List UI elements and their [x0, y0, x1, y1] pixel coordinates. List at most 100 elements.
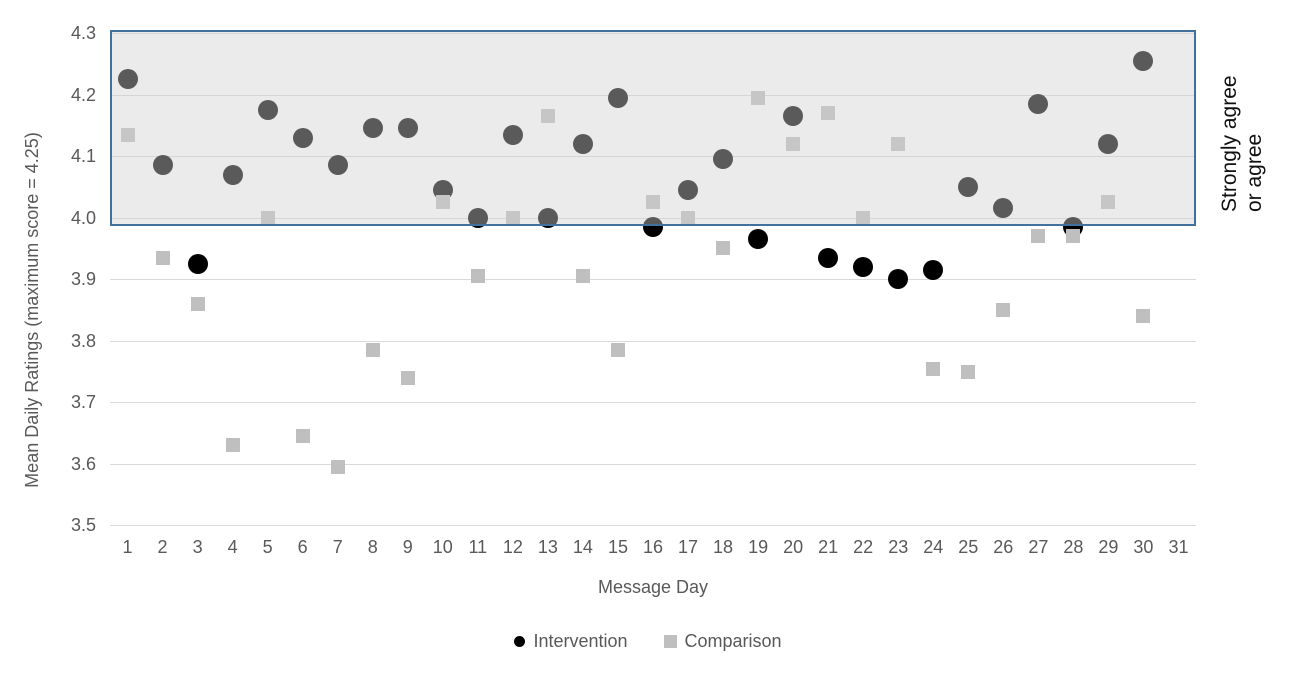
- data-point-comparison-day-26: [996, 303, 1011, 318]
- x-tick-label: 24: [923, 537, 944, 557]
- data-point-intervention-day-22: [853, 256, 874, 277]
- x-tick-label: 15: [607, 537, 628, 557]
- data-point-intervention-day-26: [993, 198, 1014, 219]
- gridline: [110, 402, 1196, 404]
- y-tick-label: 3.9: [70, 269, 96, 290]
- data-point-comparison-day-8: [365, 343, 380, 358]
- data-point-comparison-day-27: [1031, 229, 1046, 244]
- x-tick-label: 3: [192, 537, 203, 557]
- data-point-comparison-day-7: [330, 459, 345, 474]
- x-tick-label: 11: [468, 537, 488, 557]
- gridline: [110, 463, 1196, 465]
- data-point-intervention-day-4: [222, 164, 243, 185]
- legend: Intervention Comparison: [0, 631, 1296, 652]
- x-tick-label: 14: [572, 537, 593, 557]
- data-point-intervention-day-20: [783, 106, 804, 127]
- data-point-intervention-day-29: [1098, 133, 1119, 154]
- x-tick-label: 28: [1063, 537, 1084, 557]
- gridline: [110, 33, 1196, 34]
- data-point-comparison-day-29: [1101, 195, 1116, 210]
- data-point-intervention-day-5: [257, 99, 278, 120]
- gridline: [110, 525, 1196, 527]
- x-tick-label: 6: [297, 537, 308, 557]
- x-tick-label: 21: [818, 537, 839, 557]
- legend-label-comparison: Comparison: [684, 631, 782, 651]
- y-tick-label: 4.1: [70, 146, 96, 167]
- data-point-intervention-day-16: [643, 216, 663, 237]
- band-label: Strongly agree or agree: [1217, 42, 1269, 212]
- data-point-comparison-day-23: [891, 136, 906, 151]
- gridline: [110, 156, 1196, 158]
- data-point-intervention-day-3: [187, 253, 208, 274]
- data-point-comparison-day-30: [1136, 309, 1151, 324]
- data-point-intervention-day-21: [818, 247, 839, 268]
- y-tick-label: 3.7: [70, 392, 96, 413]
- data-point-intervention-day-11: [467, 207, 488, 228]
- data-point-intervention-day-10: [432, 179, 453, 200]
- data-point-comparison-day-4: [225, 438, 240, 453]
- data-point-comparison-day-22: [856, 210, 871, 225]
- agreement-band: [110, 30, 1196, 226]
- x-tick-label: 23: [888, 537, 909, 557]
- data-point-intervention-day-13: [537, 207, 558, 228]
- x-tick-label: 30: [1133, 537, 1154, 557]
- data-point-comparison-day-10: [435, 195, 450, 210]
- intervention-marker-icon: [514, 636, 526, 647]
- x-tick-label: 31: [1168, 537, 1189, 557]
- data-point-intervention-day-25: [958, 176, 979, 197]
- data-point-intervention-day-7: [327, 155, 348, 176]
- y-tick-label: 4.0: [70, 207, 96, 228]
- data-point-comparison-day-13: [540, 109, 555, 124]
- data-point-intervention-day-2: [152, 155, 173, 176]
- x-tick-label: 17: [678, 537, 699, 557]
- x-axis-title: Message Day: [597, 577, 709, 597]
- x-tick-label: 1: [122, 537, 133, 557]
- data-point-comparison-day-19: [751, 90, 766, 105]
- data-point-intervention-day-12: [502, 124, 523, 145]
- data-point-comparison-day-12: [505, 210, 520, 225]
- data-point-comparison-day-24: [926, 361, 941, 376]
- x-tick-label: 16: [642, 537, 664, 557]
- data-point-comparison-day-3: [190, 296, 205, 311]
- y-tick-label: 3.5: [70, 515, 96, 536]
- data-point-intervention-day-19: [748, 229, 769, 250]
- data-point-intervention-day-27: [1028, 93, 1049, 114]
- data-point-comparison-day-14: [575, 269, 590, 284]
- x-tick-label: 27: [1028, 537, 1049, 557]
- x-tick-label: 5: [262, 537, 273, 557]
- y-tick-label: 3.6: [70, 453, 96, 474]
- data-point-intervention-day-15: [607, 87, 628, 108]
- x-tick-label: 10: [432, 537, 453, 557]
- data-point-intervention-day-24: [923, 260, 944, 280]
- data-point-comparison-day-5: [260, 210, 275, 225]
- data-point-comparison-day-20: [786, 136, 801, 151]
- x-tick-label: 20: [783, 537, 804, 557]
- data-point-comparison-day-1: [120, 127, 135, 142]
- legend-item-intervention: Intervention: [514, 631, 628, 652]
- data-point-comparison-day-6: [295, 429, 310, 444]
- data-point-comparison-day-2: [155, 250, 170, 265]
- x-tick-label: 9: [402, 537, 413, 557]
- x-tick-label: 19: [748, 537, 769, 557]
- x-tick-label: 26: [993, 537, 1014, 557]
- x-tick-label: 25: [958, 537, 979, 557]
- data-point-comparison-day-16: [646, 195, 660, 210]
- data-point-comparison-day-25: [961, 364, 976, 379]
- gridline: [110, 340, 1196, 342]
- legend-label-intervention: Intervention: [533, 631, 628, 651]
- band-label-line2: or agree: [1243, 133, 1266, 212]
- data-point-intervention-day-1: [117, 69, 138, 90]
- data-point-intervention-day-9: [397, 118, 418, 139]
- data-point-comparison-day-18: [716, 241, 731, 256]
- gridline: [110, 279, 1196, 281]
- data-point-comparison-day-28: [1066, 229, 1081, 244]
- data-point-intervention-day-17: [678, 179, 699, 200]
- x-tick-label: 18: [713, 537, 734, 557]
- data-point-intervention-day-30: [1133, 50, 1154, 71]
- data-point-comparison-day-15: [610, 343, 625, 358]
- x-tick-label: 8: [367, 537, 378, 557]
- y-tick-label: 3.8: [70, 330, 96, 351]
- x-tick-label: 7: [332, 537, 343, 557]
- data-point-comparison-day-9: [400, 370, 415, 385]
